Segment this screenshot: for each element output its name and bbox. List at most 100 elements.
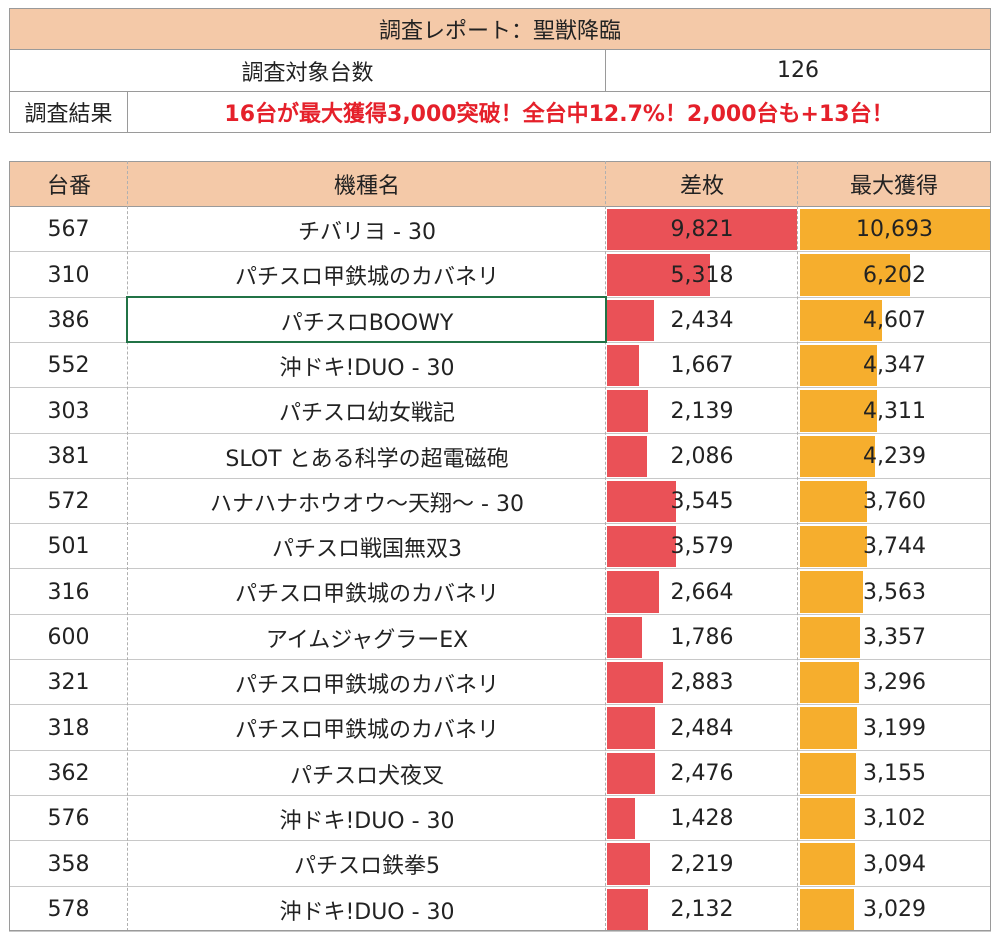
machine-no-cell[interactable]: 303 <box>47 398 90 424</box>
machine-no-cell[interactable]: 358 <box>47 851 90 877</box>
machine-no-cell[interactable]: 316 <box>47 579 90 605</box>
machine-no-cell[interactable]: 576 <box>47 806 90 831</box>
max-gain-cell[interactable]: 4,311 <box>863 398 926 424</box>
row-divider <box>9 387 991 388</box>
table-row: 552 沖ドキ!DUO - 30 1,667 4,347 <box>9 343 991 388</box>
machine-no-cell[interactable]: 318 <box>47 715 90 741</box>
max-gain-cell[interactable]: 4,239 <box>863 444 926 469</box>
diff-cell[interactable]: 1,667 <box>670 353 734 378</box>
model-name-cell[interactable]: パチスロBOOWY <box>280 310 454 336</box>
max-gain-cell[interactable]: 6,202 <box>863 262 926 288</box>
report-title[interactable]: 調査レポート：聖獣降臨 <box>9 8 991 50</box>
model-name-cell[interactable]: ハナハナホウオウ～天翔～ - 30 <box>210 491 524 517</box>
diff-cell[interactable]: 2,132 <box>670 897 734 922</box>
diff-bar <box>607 209 797 250</box>
max-gain-cell[interactable]: 10,693 <box>856 217 933 242</box>
max-gain-cell[interactable]: 4,347 <box>863 353 926 378</box>
row-divider <box>9 523 991 524</box>
max-gain-cell[interactable]: 4,607 <box>863 308 926 333</box>
diff-cell[interactable]: 2,086 <box>670 444 734 469</box>
max-gain-cell[interactable]: 3,744 <box>863 534 926 559</box>
row-divider <box>9 478 991 479</box>
diff-bar <box>607 662 663 703</box>
machine-no-cell[interactable]: 600 <box>47 625 90 650</box>
model-name-cell[interactable]: 沖ドキ!DUO - 30 <box>279 808 455 834</box>
max-gain-cell[interactable]: 3,029 <box>863 897 926 922</box>
max-gain-cell[interactable]: 3,155 <box>863 761 926 786</box>
diff-bar <box>607 526 676 567</box>
max-gain-cell[interactable]: 3,094 <box>863 851 926 877</box>
model-name-cell[interactable]: SLOT とある科学の超電磁砲 <box>225 446 509 472</box>
result-text[interactable]: 16台が最大獲得3,000突破！全台中12.7%！2,000台も+13台！ <box>127 91 991 133</box>
diff-bar <box>607 481 676 522</box>
target-count-label[interactable]: 調査対象台数 <box>9 50 606 92</box>
column-divider <box>605 161 606 931</box>
diff-cell[interactable]: 1,428 <box>670 806 734 831</box>
model-name-cell[interactable]: アイムジャグラーEX <box>265 627 469 653</box>
diff-cell[interactable]: 3,579 <box>670 534 734 559</box>
machine-no-cell[interactable]: 381 <box>47 444 90 469</box>
row-divider <box>9 433 991 434</box>
table-row: 316 パチスロ甲鉄城のカバネリ 2,664 3,563 <box>9 569 991 615</box>
model-name-cell[interactable]: パチスロ鉄拳5 <box>294 854 440 879</box>
max-gain-bar <box>800 209 990 250</box>
max-gain-cell[interactable]: 3,102 <box>863 806 926 831</box>
max-gain-cell[interactable]: 3,199 <box>863 715 926 741</box>
model-name-cell[interactable]: パチスロ甲鉄城のカバネリ <box>234 718 499 743</box>
diff-cell[interactable]: 2,664 <box>670 579 734 605</box>
diff-bar <box>607 571 659 613</box>
model-name-cell[interactable]: パチスロ甲鉄城のカバネリ <box>234 672 499 698</box>
machine-no-cell[interactable]: 321 <box>47 670 90 695</box>
model-name-cell[interactable]: 沖ドキ!DUO - 30 <box>279 355 455 381</box>
diff-cell[interactable]: 2,476 <box>670 761 734 786</box>
target-count-value[interactable]: 126 <box>605 50 991 92</box>
machine-no-cell[interactable]: 310 <box>47 262 90 288</box>
diff-cell[interactable]: 1,786 <box>670 625 734 650</box>
header-machine-no[interactable]: 台番 <box>9 161 128 207</box>
machine-no-cell[interactable]: 567 <box>47 217 90 242</box>
diff-bar <box>607 345 639 386</box>
max-gain-cell[interactable]: 3,296 <box>863 670 926 695</box>
machine-no-cell[interactable]: 386 <box>47 308 90 333</box>
header-max-gain[interactable]: 最大獲得 <box>798 161 991 207</box>
diff-cell[interactable]: 5,318 <box>670 262 734 288</box>
model-name-cell[interactable]: パチスロ甲鉄城のカバネリ <box>234 582 499 607</box>
table-row: 318 パチスロ甲鉄城のカバネリ 2,484 3,199 <box>9 705 991 751</box>
max-gain-bar <box>800 889 854 930</box>
machine-no-cell[interactable]: 572 <box>47 489 90 514</box>
machine-no-cell[interactable]: 578 <box>47 897 90 922</box>
diff-bar <box>607 843 650 885</box>
header-diff[interactable]: 差枚 <box>606 161 798 207</box>
model-name-cell[interactable]: パチスロ甲鉄城のカバネリ <box>234 265 499 290</box>
diff-cell[interactable]: 9,821 <box>670 217 734 242</box>
diff-cell[interactable]: 2,139 <box>670 398 734 424</box>
diff-cell[interactable]: 2,883 <box>670 670 734 695</box>
row-divider <box>9 614 991 615</box>
diff-cell[interactable]: 2,434 <box>670 308 734 333</box>
row-divider <box>9 931 991 932</box>
max-gain-cell[interactable]: 3,563 <box>863 579 926 605</box>
model-name-cell[interactable]: パチスロ犬夜叉 <box>289 763 444 789</box>
row-divider <box>9 886 991 887</box>
machine-no-cell[interactable]: 501 <box>47 534 90 559</box>
model-name-cell[interactable]: パチスロ戦国無双3 <box>272 536 462 562</box>
table-row: 578 沖ドキ!DUO - 30 2,132 3,029 <box>9 887 991 932</box>
table-row: 600 アイムジャグラーEX 1,786 3,357 <box>9 615 991 660</box>
header-model-name[interactable]: 機種名 <box>128 161 606 207</box>
table-row: 362 パチスロ犬夜叉 2,476 3,155 <box>9 751 991 796</box>
diff-cell[interactable]: 2,484 <box>670 715 734 741</box>
max-gain-bar <box>800 798 855 839</box>
model-name-cell[interactable]: チバリヨ - 30 <box>298 219 436 245</box>
diff-bar <box>607 254 710 296</box>
max-gain-cell[interactable]: 3,357 <box>863 625 926 650</box>
diff-cell[interactable]: 2,219 <box>670 851 734 877</box>
model-name-cell[interactable]: パチスロ幼女戦記 <box>278 401 455 426</box>
machine-no-cell[interactable]: 552 <box>47 353 90 378</box>
model-name-cell[interactable]: 沖ドキ!DUO - 30 <box>279 899 455 925</box>
max-gain-cell[interactable]: 3,760 <box>863 489 926 514</box>
machine-no-cell[interactable]: 362 <box>47 761 90 786</box>
diff-bar <box>607 300 654 341</box>
result-label[interactable]: 調査結果 <box>9 91 128 133</box>
diff-cell[interactable]: 3,545 <box>670 489 734 514</box>
diff-bar <box>607 436 647 477</box>
